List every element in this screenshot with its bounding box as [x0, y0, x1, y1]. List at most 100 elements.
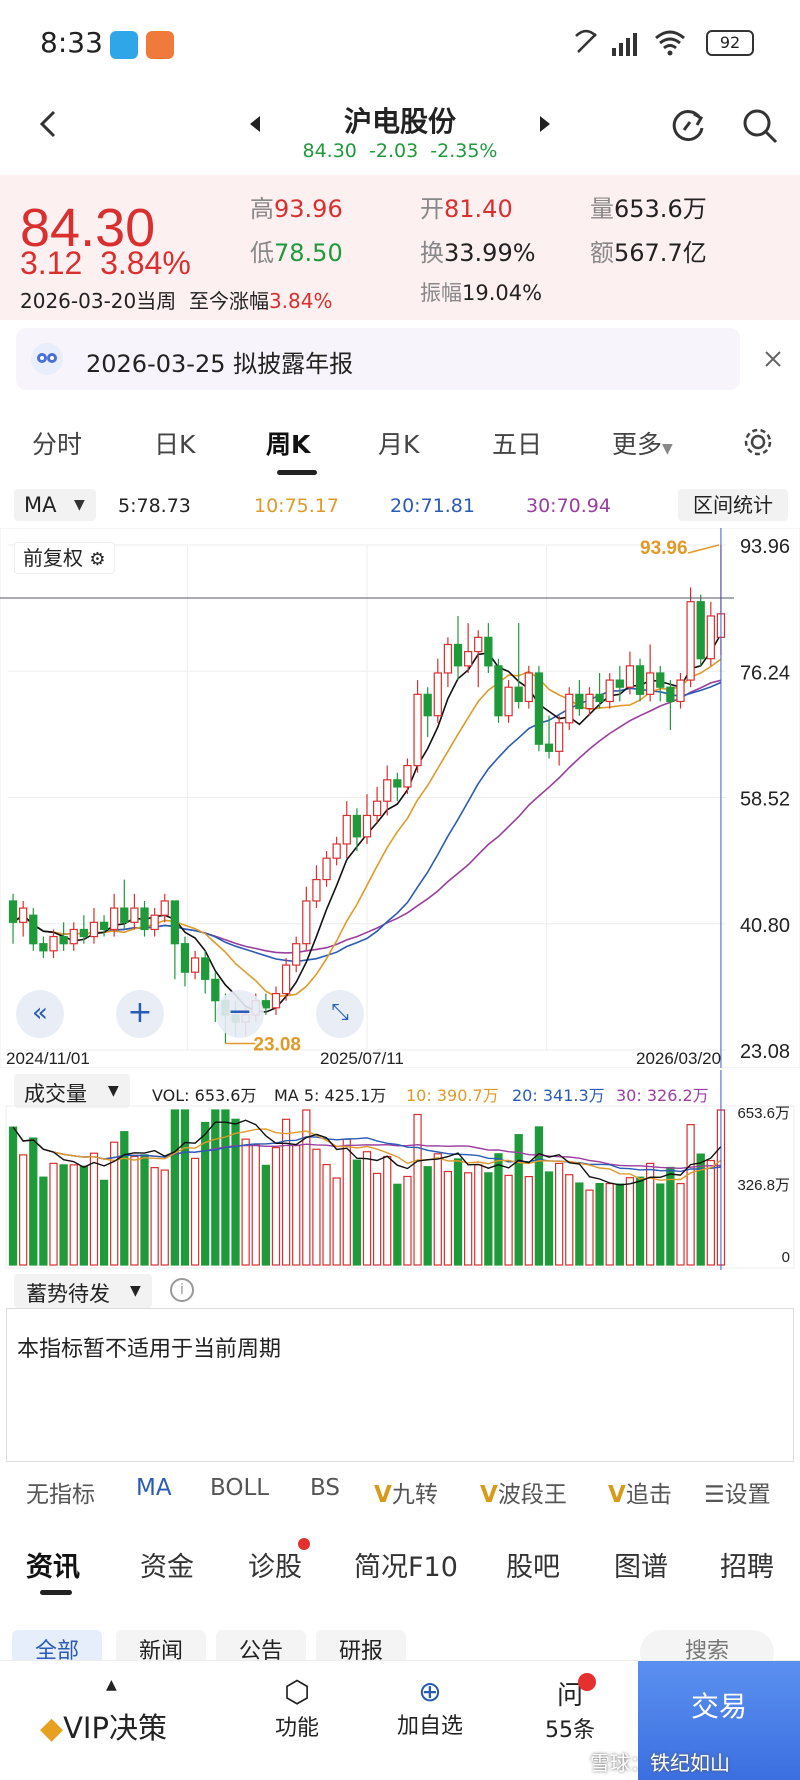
volume-bar — [170, 1109, 179, 1266]
refresh-icon[interactable] — [668, 106, 708, 146]
vol-ma30: 30: 326.2万 — [616, 1086, 709, 1105]
indicator-selector[interactable]: 蓄势待发 ▼ — [14, 1274, 152, 1308]
volume-bar — [130, 1155, 139, 1266]
ind-tab-ma[interactable]: MA — [136, 1475, 172, 1501]
candle-body — [99, 921, 109, 931]
adjust-selector[interactable]: 前复权 ⚙ — [14, 542, 115, 574]
prev-stock-icon[interactable] — [248, 114, 262, 134]
candle-body — [443, 643, 453, 674]
volume-bar — [423, 1166, 432, 1266]
zoom-out-icon[interactable]: − — [216, 990, 264, 1038]
ask-button[interactable]: 问 55条 — [530, 1675, 610, 1744]
info-tab-fund[interactable]: 资金 — [140, 1552, 194, 1583]
announcement-banner[interactable]: 2026-03-25 拟披露年报 — [16, 328, 740, 390]
ind-tab-none[interactable]: 无指标 — [26, 1482, 95, 1508]
volume-bar — [190, 1157, 200, 1266]
volume-bar — [585, 1189, 594, 1266]
volume-bar — [463, 1172, 473, 1266]
candle-body — [696, 601, 705, 660]
info-tab-forum[interactable]: 股吧 — [506, 1552, 560, 1583]
volume-bar — [120, 1131, 129, 1266]
search-icon[interactable] — [740, 106, 780, 146]
volume-bar — [221, 1109, 230, 1266]
ind-tab-boll[interactable]: BOLL — [210, 1475, 270, 1501]
candle-body — [676, 679, 685, 703]
volume-bar — [160, 1169, 169, 1266]
info-tab-diagnose[interactable]: 诊股 — [248, 1552, 302, 1583]
volume-bar — [544, 1171, 554, 1266]
ind-tab-zhuiji[interactable]: V追击 — [608, 1482, 672, 1508]
red-dot-badge — [578, 1673, 596, 1691]
volume-selector[interactable]: 成交量 ▼ — [14, 1074, 130, 1108]
fullscreen-icon[interactable]: ⤡ — [316, 990, 364, 1038]
info-icon[interactable]: i — [170, 1278, 194, 1302]
ma30-value: 30:70.94 — [526, 495, 611, 517]
volume-bar — [555, 1162, 564, 1266]
candle-body — [110, 907, 119, 931]
open-stat: 开81.40 — [420, 195, 513, 223]
indicator-message: 本指标暂不适用于当前周期 — [17, 1337, 282, 1362]
info-tab-news[interactable]: 资讯 — [26, 1552, 80, 1583]
candle-body — [281, 964, 291, 995]
zoom-in-icon[interactable]: + — [116, 990, 164, 1038]
candle-body — [89, 921, 99, 938]
candle-body — [635, 665, 645, 695]
candle-body — [605, 679, 614, 703]
expand-up-icon[interactable]: ▲ — [106, 1677, 117, 1693]
volume-bar — [39, 1176, 48, 1266]
ind-settings[interactable]: ☰设置 — [700, 1475, 771, 1509]
status-time: 8:33 — [40, 26, 103, 59]
candle-body — [484, 636, 493, 667]
tab-weekly-k[interactable]: 周K — [266, 430, 311, 459]
candle-body — [170, 900, 179, 945]
info-tab-f10[interactable]: 简况F10 — [354, 1552, 458, 1583]
settings-gear-icon[interactable] — [742, 426, 774, 458]
close-icon[interactable] — [764, 350, 782, 368]
candle-body — [39, 943, 48, 952]
tab-intraday[interactable]: 分时 — [32, 430, 83, 459]
volume-bar — [372, 1172, 382, 1266]
range-stats-button[interactable]: 区间统计 — [678, 489, 788, 521]
nav-price: 84.30 — [302, 140, 357, 162]
nav-price-line: 84.30 -2.03 -2.35% — [0, 140, 800, 162]
candle-body — [585, 693, 594, 710]
next-stock-icon[interactable] — [538, 114, 552, 134]
add-watchlist-button[interactable]: ⊕ 加自选 — [390, 1675, 470, 1740]
low-stat: 低78.50 — [250, 239, 343, 267]
dropdown-icon: ▼ — [108, 1083, 119, 1099]
function-button[interactable]: ⬡ 功能 — [262, 1675, 332, 1742]
candle-body — [332, 843, 341, 859]
info-tab-jobs[interactable]: 招聘 — [720, 1552, 774, 1583]
vol-ma5-line — [12, 1119, 722, 1186]
ind-tab-jiuzhuan[interactable]: V九转 — [374, 1482, 438, 1508]
volume-bar — [342, 1138, 351, 1266]
price-change: 3.12 3.84% — [20, 245, 191, 282]
tab-five-day[interactable]: 五日 — [492, 430, 543, 459]
trade-button[interactable]: 交易 — [638, 1661, 800, 1780]
volume-bar — [19, 1154, 28, 1266]
tab-monthly-k[interactable]: 月K — [378, 430, 420, 459]
scroll-left-icon[interactable]: « — [16, 990, 64, 1038]
ind-tab-bs[interactable]: BS — [310, 1475, 340, 1501]
ma-selector[interactable]: MA ▼ — [14, 489, 96, 521]
max-price-label: 93.96 — [640, 538, 688, 559]
ind-tab-boduanwang[interactable]: V波段王 — [480, 1482, 567, 1508]
volume-bar — [49, 1162, 58, 1266]
volume-bar — [504, 1174, 513, 1266]
candle-body — [575, 693, 584, 710]
volume-bar — [443, 1170, 453, 1266]
info-tab-graph[interactable]: 图谱 — [614, 1552, 668, 1583]
candle-body — [19, 907, 28, 923]
vip-decision-button[interactable]: ◆VIP决策 — [40, 1711, 167, 1746]
info-tab-indicator — [40, 1590, 72, 1595]
candle-body — [433, 672, 442, 717]
candlestick-chart[interactable]: 93.96 76.24 58.52 40.80 23.08 2024/11/01 2025/… — [0, 528, 800, 1068]
candle-body — [59, 935, 68, 945]
back-arrow-icon[interactable] — [36, 108, 60, 140]
volume-bar — [69, 1164, 78, 1266]
volume-chart[interactable]: 653.6万 326.8万 0 — [0, 1070, 800, 1270]
vol-ma5: MA 5: 425.1万 — [274, 1086, 387, 1105]
tab-more[interactable]: 更多▼ — [612, 430, 673, 459]
candle-body — [140, 907, 149, 931]
tab-daily-k[interactable]: 日K — [154, 430, 196, 459]
